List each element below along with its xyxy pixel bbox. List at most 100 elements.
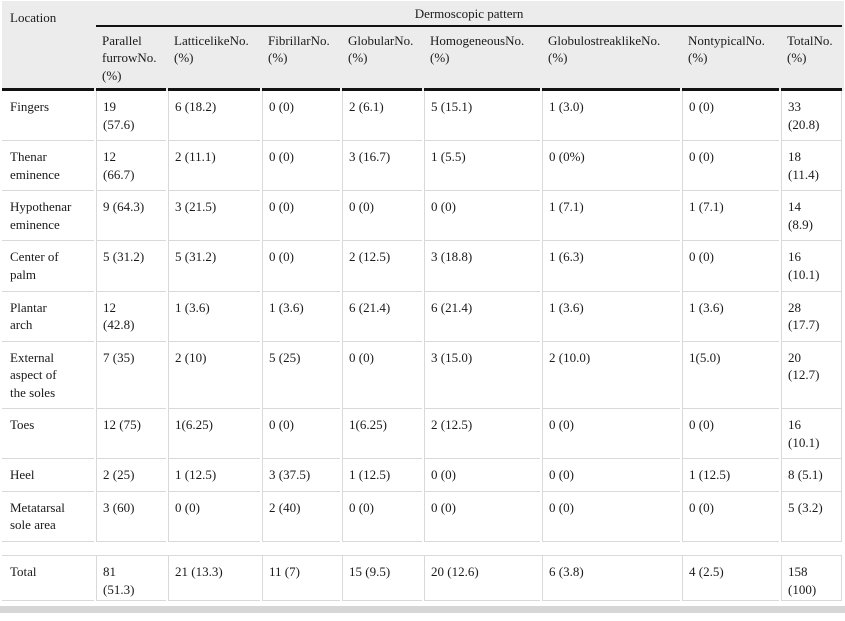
spacer-row — [2, 542, 843, 557]
cell-globular: 1(6.25) — [342, 409, 422, 460]
cell-total: 33 (20.8) — [781, 91, 843, 142]
cell-nontypical: 0 (0) — [682, 409, 779, 460]
row-location: Thenar eminence — [2, 141, 94, 192]
cell-total: 16 (10.1) — [781, 409, 843, 460]
cell-globulostreaklike: 2 (10.0) — [542, 341, 680, 410]
table-row-thenar-eminence: Thenar eminence 12 (66.7) 2 (11.1) 0 (0) 3 (… — [2, 141, 843, 192]
row-location: Hypothenar eminence — [2, 191, 94, 242]
cell-total: 158 (100) — [781, 556, 843, 602]
table-row-plantar-arch: Plantar arch 12 (42.8) 1 (3.6) 1 (3.6) 6 (21… — [2, 291, 843, 342]
cell-parallel-furrow: 12 (75) — [96, 409, 166, 460]
cell-globular: 3 (16.7) — [342, 141, 422, 192]
cell-latticelike: 5 (31.2) — [168, 241, 260, 292]
cell-parallel-furrow: 19 (57.6) — [96, 91, 166, 142]
cell-fibrillar: 1 (3.6) — [262, 291, 340, 342]
cell-latticelike: 2 (11.1) — [168, 141, 260, 192]
cell-nontypical: 0 (0) — [682, 491, 779, 543]
cell-total: 20 (12.7) — [781, 341, 843, 410]
group-header-row: Location Dermoscopic pattern — [2, 1, 843, 92]
cell-nontypical: 0 (0) — [682, 241, 779, 292]
cell-homogeneous: 20 (12.6) — [424, 556, 540, 602]
cell-globulostreaklike: 1 (3.6) — [542, 291, 680, 342]
cell-total: 5 (3.2) — [781, 491, 843, 543]
column-header-parallel-furrow: Parallel furrowNo. (%) — [96, 26, 166, 92]
column-header-globular: GlobularNo. (%) — [342, 26, 422, 92]
cell-latticelike: 3 (21.5) — [168, 191, 260, 242]
table-row-hypothenar-eminence: Hypothenar eminence 9 (64.3) 3 (21.5) 0 (0)… — [2, 191, 843, 242]
cell-total: 18 (11.4) — [781, 141, 843, 192]
cell-globulostreaklike: 0 (0) — [542, 491, 680, 543]
cell-globulostreaklike: 0 (0) — [542, 409, 680, 460]
cell-parallel-furrow: 5 (31.2) — [96, 241, 166, 292]
cell-globulostreaklike: 1 (3.0) — [542, 91, 680, 142]
cell-globulostreaklike: 0 (0%) — [542, 141, 680, 192]
cell-fibrillar: 0 (0) — [262, 141, 340, 192]
cell-fibrillar: 0 (0) — [262, 91, 340, 142]
column-header-nontypical: NontypicalNo. (%) — [682, 26, 779, 92]
table-row-total: Total 81 (51.3) 21 (13.3) 11 (7) 15 (9.5) 20 … — [2, 556, 843, 602]
table-row-heel: Heel 2 (25) 1 (12.5) 3 (37.5) 1 (12.5) 0 (0) 0… — [2, 459, 843, 492]
cell-parallel-furrow: 2 (25) — [96, 459, 166, 492]
cell-fibrillar: 11 (7) — [262, 556, 340, 602]
cell-latticelike: 2 (10) — [168, 341, 260, 410]
cell-globular: 0 (0) — [342, 341, 422, 410]
column-header-row: Parallel furrowNo. (%) LatticelikeNo. (%)… — [2, 26, 843, 92]
row-location: Center of palm — [2, 241, 94, 292]
cell-globulostreaklike: 1 (7.1) — [542, 191, 680, 242]
cell-parallel-furrow: 81 (51.3) — [96, 556, 166, 602]
cell-fibrillar: 3 (37.5) — [262, 459, 340, 492]
cell-total: 8 (5.1) — [781, 459, 843, 492]
cell-homogeneous: 1 (5.5) — [424, 141, 540, 192]
cell-globular: 2 (6.1) — [342, 91, 422, 142]
cell-total: 28 (17.7) — [781, 291, 843, 342]
cell-homogeneous: 2 (12.5) — [424, 409, 540, 460]
cell-homogeneous: 3 (18.8) — [424, 241, 540, 292]
cell-fibrillar: 0 (0) — [262, 241, 340, 292]
cell-fibrillar: 2 (40) — [262, 491, 340, 543]
cell-globulostreaklike: 0 (0) — [542, 459, 680, 492]
cell-nontypical: 0 (0) — [682, 91, 779, 142]
cell-globular: 6 (21.4) — [342, 291, 422, 342]
cell-latticelike: 21 (13.3) — [168, 556, 260, 602]
cell-globular: 0 (0) — [342, 491, 422, 543]
cell-latticelike: 0 (0) — [168, 491, 260, 543]
cell-parallel-furrow: 3 (60) — [96, 491, 166, 543]
cell-parallel-furrow: 12 (66.7) — [96, 141, 166, 192]
table-row-center-of-palm: Center of palm 5 (31.2) 5 (31.2) 0 (0) 2 (12… — [2, 241, 843, 292]
cell-homogeneous: 5 (15.1) — [424, 91, 540, 142]
column-header-total: TotalNo. (%) — [781, 26, 843, 92]
bottom-divider-strip — [0, 606, 845, 614]
column-header-latticelike: LatticelikeNo. (%) — [168, 26, 260, 92]
row-location: Total — [2, 556, 94, 602]
cell-nontypical: 4 (2.5) — [682, 556, 779, 602]
cell-globular: 0 (0) — [342, 191, 422, 242]
cell-homogeneous: 0 (0) — [424, 491, 540, 543]
dermoscopic-pattern-table: Location Dermoscopic pattern Parallel fu… — [0, 1, 844, 602]
cell-homogeneous: 6 (21.4) — [424, 291, 540, 342]
column-header-homogeneous: HomogeneousNo. (%) — [424, 26, 540, 92]
row-location: Fingers — [2, 91, 94, 142]
cell-fibrillar: 0 (0) — [262, 409, 340, 460]
cell-homogeneous: 0 (0) — [424, 191, 540, 242]
table-row-metatarsal-sole-area: Metatarsal sole area 3 (60) 0 (0) 2 (40) 0 (… — [2, 491, 843, 543]
cell-nontypical: 0 (0) — [682, 141, 779, 192]
cell-latticelike: 1 (3.6) — [168, 291, 260, 342]
cell-nontypical: 1 (3.6) — [682, 291, 779, 342]
cell-globulostreaklike: 6 (3.8) — [542, 556, 680, 602]
row-location: Metatarsal sole area — [2, 492, 94, 543]
spacer-cell — [2, 542, 843, 557]
cell-globular: 2 (12.5) — [342, 241, 422, 292]
cell-parallel-furrow: 12 (42.8) — [96, 291, 166, 342]
cell-nontypical: 1 (7.1) — [682, 191, 779, 242]
cell-homogeneous: 3 (15.0) — [424, 341, 540, 410]
cell-homogeneous: 0 (0) — [424, 459, 540, 492]
table-row-toes: Toes 12 (75) 1(6.25) 0 (0) 1(6.25) 2 (12.5) 0 … — [2, 409, 843, 460]
cell-globulostreaklike: 1 (6.3) — [542, 241, 680, 292]
cell-latticelike: 6 (18.2) — [168, 91, 260, 142]
cell-latticelike: 1 (12.5) — [168, 459, 260, 492]
cell-total: 14 (8.9) — [781, 191, 843, 242]
table-row-fingers: Fingers 19 (57.6) 6 (18.2) 0 (0) 2 (6.1) 5 (1… — [2, 91, 843, 142]
cell-latticelike: 1(6.25) — [168, 409, 260, 460]
table-row-external-aspect-of-the-soles: External aspect of the soles 7 (35) 2 (10)… — [2, 341, 843, 410]
